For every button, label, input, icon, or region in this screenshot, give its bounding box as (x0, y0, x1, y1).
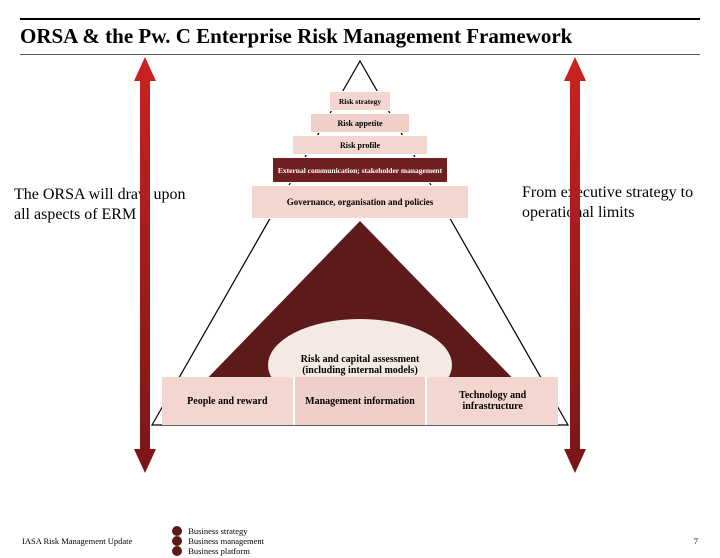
base-cell-1: Management information (293, 377, 426, 425)
pyramid-base-row: People and rewardManagement informationT… (162, 377, 558, 425)
legend-item-2: Business platform (172, 546, 264, 556)
header: ORSA & the Pw. C Enterprise Risk Managem… (20, 18, 700, 55)
base-cell-2: Technology and infrastructure (425, 377, 558, 425)
pyramid: Risk strategyRisk appetiteRisk profileEx… (150, 55, 570, 475)
page-number: 7 (694, 536, 698, 546)
footer-left: IASA Risk Management Update (22, 536, 132, 546)
legend-label: Business strategy (188, 526, 247, 536)
page-title: ORSA & the Pw. C Enterprise Risk Managem… (20, 24, 700, 48)
legend-dot-icon (172, 526, 182, 536)
legend-label: Business platform (188, 546, 250, 556)
footer-legend: IASA Risk Management Update Business str… (0, 532, 720, 550)
diagram-stage: The ORSA will draw upon all aspects of E… (0, 55, 720, 475)
base-cell-0: People and reward (162, 377, 293, 425)
legend-dot-icon (172, 536, 182, 546)
pyramid-layer-0: Risk strategy (329, 91, 391, 111)
legend-label: Business management (188, 536, 264, 546)
pyramid-layer-2: Risk profile (292, 135, 428, 155)
legend-item-1: Business management (172, 536, 264, 546)
pyramid-layer-3: External communication; stakeholder mana… (272, 157, 448, 183)
pyramid-layer-1: Risk appetite (310, 113, 410, 133)
legend-dot-icon (172, 546, 182, 556)
legend-item-0: Business strategy (172, 526, 264, 536)
